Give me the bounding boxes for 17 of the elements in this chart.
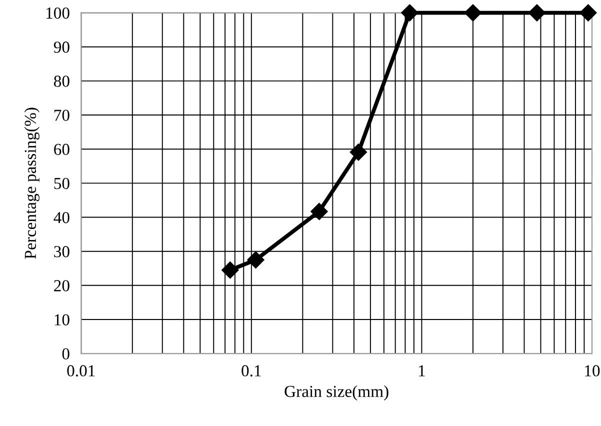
y-tick-label: 90 — [54, 42, 70, 53]
y-tick-label: 100 — [46, 7, 70, 19]
y-tick-label: 70 — [54, 110, 70, 121]
y-tick-label: 40 — [54, 212, 70, 224]
y-tick-label: 50 — [54, 178, 70, 190]
y-tick-label: 0 — [62, 348, 70, 360]
y-tick-label: 30 — [54, 246, 70, 258]
y-tick-label: 10 — [54, 314, 70, 326]
x-tick-label: 1 — [419, 365, 425, 376]
y-tick-label: 20 — [54, 280, 70, 292]
x-tick-label: 0.1 — [242, 365, 261, 376]
y-tick-label: 60 — [54, 144, 70, 156]
x-tick-label: 0.01 — [67, 365, 95, 376]
y-tick-label: 80 — [54, 76, 70, 87]
x-axis-title: Grain size(mm) — [284, 385, 388, 400]
y-axis-title: Percentage passing(%) — [24, 108, 40, 259]
x-tick-label: 10 — [585, 365, 600, 376]
